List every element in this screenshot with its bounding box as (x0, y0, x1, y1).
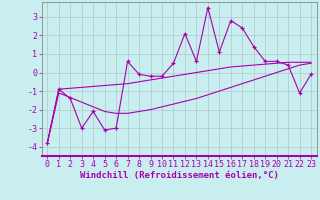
X-axis label: Windchill (Refroidissement éolien,°C): Windchill (Refroidissement éolien,°C) (80, 171, 279, 180)
